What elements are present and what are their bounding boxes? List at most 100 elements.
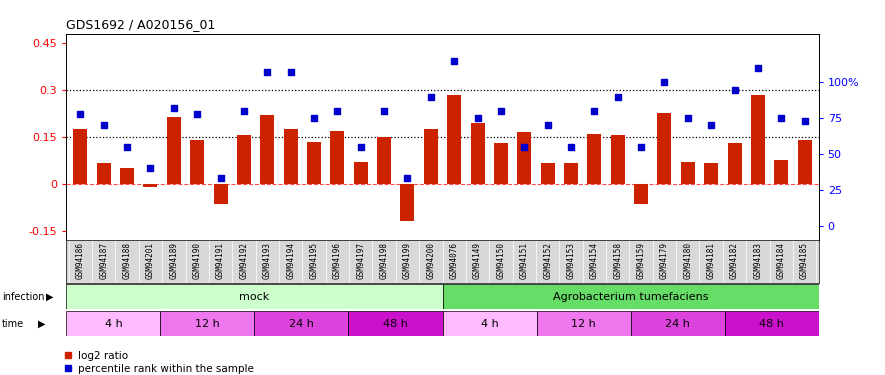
Point bbox=[424, 94, 438, 100]
Point bbox=[213, 176, 227, 181]
Text: 48 h: 48 h bbox=[759, 319, 784, 328]
Bar bbox=[611, 135, 625, 184]
Point bbox=[96, 122, 111, 128]
Bar bbox=[681, 162, 695, 184]
Point bbox=[564, 144, 578, 150]
Bar bbox=[442, 311, 536, 336]
Bar bbox=[658, 113, 672, 184]
Text: GDS1692 / A020156_01: GDS1692 / A020156_01 bbox=[66, 18, 216, 31]
Text: GSM94194: GSM94194 bbox=[286, 242, 296, 279]
Bar bbox=[630, 311, 725, 336]
Point bbox=[143, 165, 158, 171]
Text: GSM94151: GSM94151 bbox=[519, 242, 528, 279]
Point bbox=[400, 176, 414, 181]
Point bbox=[237, 108, 251, 114]
Bar bbox=[774, 160, 789, 184]
Bar bbox=[750, 95, 765, 184]
Text: GSM94181: GSM94181 bbox=[706, 242, 716, 279]
Bar bbox=[120, 168, 135, 184]
Bar bbox=[143, 184, 158, 187]
Text: GSM94153: GSM94153 bbox=[566, 242, 575, 279]
Text: GSM94076: GSM94076 bbox=[450, 242, 458, 279]
Text: GSM94196: GSM94196 bbox=[333, 242, 342, 279]
Point bbox=[447, 58, 461, 64]
Text: GSM94198: GSM94198 bbox=[380, 242, 389, 279]
Point bbox=[588, 108, 602, 114]
Point bbox=[283, 69, 297, 75]
Legend: log2 ratio, percentile rank within the sample: log2 ratio, percentile rank within the s… bbox=[58, 346, 258, 375]
Point bbox=[330, 108, 344, 114]
Point bbox=[541, 122, 555, 128]
Text: ▶: ▶ bbox=[38, 319, 45, 328]
Point bbox=[377, 108, 391, 114]
Point bbox=[354, 144, 368, 150]
Bar bbox=[634, 184, 648, 204]
Point bbox=[166, 105, 181, 111]
Bar bbox=[494, 143, 508, 184]
Text: GSM94149: GSM94149 bbox=[473, 242, 482, 279]
Point bbox=[260, 69, 274, 75]
Bar bbox=[66, 311, 160, 336]
Text: GSM94159: GSM94159 bbox=[636, 242, 645, 279]
Text: GSM94188: GSM94188 bbox=[123, 242, 132, 279]
Text: GSM94180: GSM94180 bbox=[683, 242, 692, 279]
Text: GSM94193: GSM94193 bbox=[263, 242, 272, 279]
Text: 24 h: 24 h bbox=[666, 319, 690, 328]
Text: 4 h: 4 h bbox=[104, 319, 122, 328]
Bar bbox=[260, 115, 274, 184]
Bar bbox=[190, 140, 204, 184]
Text: GSM94189: GSM94189 bbox=[169, 242, 179, 279]
Bar bbox=[471, 123, 485, 184]
Text: GSM94200: GSM94200 bbox=[427, 242, 435, 279]
Text: 4 h: 4 h bbox=[481, 319, 498, 328]
Point bbox=[658, 80, 672, 86]
Point bbox=[750, 65, 765, 71]
Text: GSM94184: GSM94184 bbox=[777, 242, 786, 279]
Bar bbox=[73, 129, 88, 184]
Point bbox=[494, 108, 508, 114]
Text: GSM94201: GSM94201 bbox=[146, 242, 155, 279]
Text: GSM94152: GSM94152 bbox=[543, 242, 552, 279]
Point bbox=[774, 115, 789, 121]
Text: GSM94192: GSM94192 bbox=[240, 242, 249, 279]
Text: GSM94183: GSM94183 bbox=[753, 242, 762, 279]
Bar bbox=[349, 311, 442, 336]
Bar bbox=[536, 311, 630, 336]
Text: GSM94191: GSM94191 bbox=[216, 242, 225, 279]
Bar bbox=[541, 164, 555, 184]
Bar bbox=[354, 162, 368, 184]
Text: infection: infection bbox=[2, 292, 44, 302]
Point bbox=[704, 122, 719, 128]
Text: GSM94154: GSM94154 bbox=[589, 242, 599, 279]
Point bbox=[517, 144, 531, 150]
Text: GSM94195: GSM94195 bbox=[310, 242, 319, 279]
Point bbox=[120, 144, 135, 150]
Point bbox=[797, 118, 812, 124]
Bar bbox=[66, 284, 442, 309]
Text: ▶: ▶ bbox=[46, 292, 53, 302]
Point bbox=[73, 111, 88, 117]
Bar bbox=[307, 142, 321, 184]
Text: GSM94186: GSM94186 bbox=[76, 242, 85, 279]
Point bbox=[727, 87, 742, 93]
Point bbox=[611, 94, 625, 100]
Text: GSM94190: GSM94190 bbox=[193, 242, 202, 279]
Text: GSM94199: GSM94199 bbox=[403, 242, 412, 279]
Text: Agrobacterium tumefaciens: Agrobacterium tumefaciens bbox=[553, 292, 708, 302]
Bar bbox=[213, 184, 227, 204]
Point bbox=[634, 144, 648, 150]
Point bbox=[471, 115, 485, 121]
Bar bbox=[725, 311, 819, 336]
Bar bbox=[517, 132, 531, 184]
Text: GSM94158: GSM94158 bbox=[613, 242, 622, 279]
Text: GSM94182: GSM94182 bbox=[730, 242, 739, 279]
Bar bbox=[564, 164, 578, 184]
Bar bbox=[797, 140, 812, 184]
Text: 12 h: 12 h bbox=[571, 319, 596, 328]
Bar bbox=[447, 95, 461, 184]
Bar bbox=[283, 129, 297, 184]
Point bbox=[681, 115, 695, 121]
Bar bbox=[727, 143, 742, 184]
Text: time: time bbox=[2, 319, 24, 328]
Bar bbox=[588, 134, 602, 184]
